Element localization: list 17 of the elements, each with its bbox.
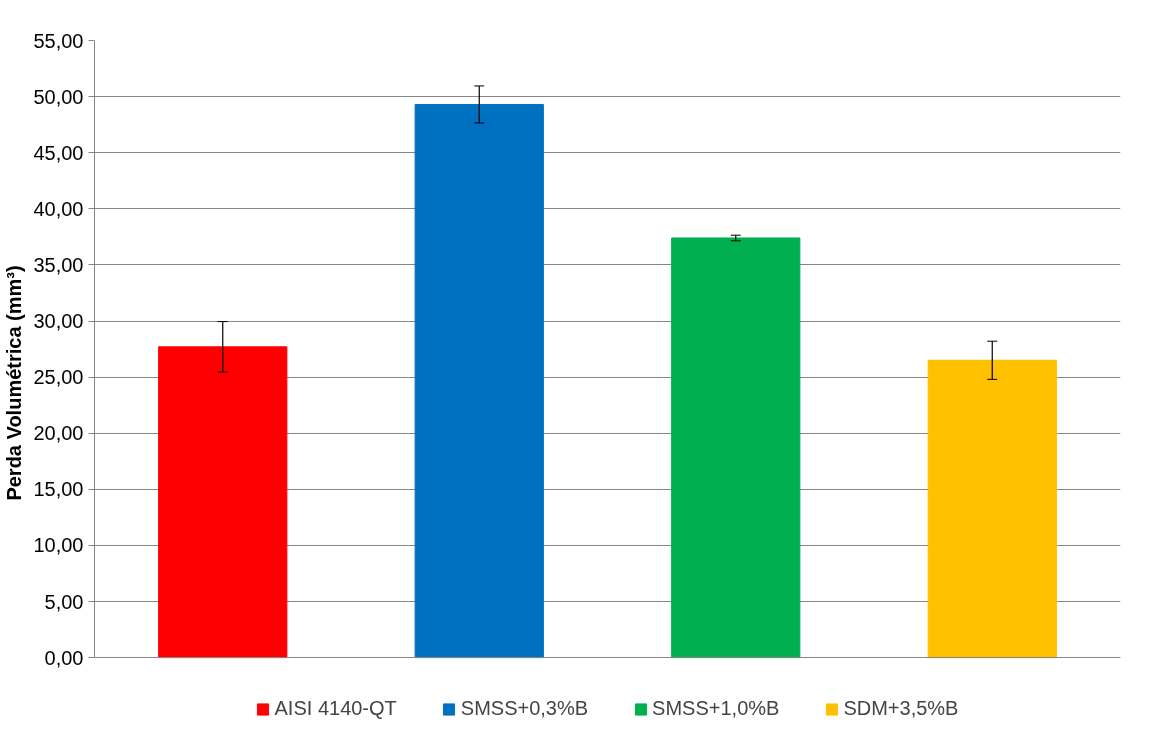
y-tick-label: 5,00 — [44, 590, 84, 613]
y-tick-label: 40,00 — [33, 197, 84, 220]
y-tick-label: 20,00 — [33, 422, 84, 445]
legend-label: AISI 4140-QT — [274, 697, 397, 720]
y-tick-label: 55,00 — [33, 29, 84, 52]
y-tick-label: 45,00 — [33, 141, 84, 164]
legend-label: SMSS+0,3%B — [460, 697, 589, 720]
y-tick-label: 0,00 — [44, 646, 84, 669]
y-tick-label: 25,00 — [33, 366, 84, 389]
legend-label: SMSS+1,0%B — [652, 697, 780, 720]
y-tick-label: 15,00 — [33, 478, 84, 501]
y-axis-title: Perda Volumétrica (mm³) — [3, 265, 26, 501]
legend-label: SDM+3,5%B — [843, 697, 959, 720]
y-tick-label: 35,00 — [33, 253, 84, 276]
y-tick-label: 50,00 — [33, 85, 84, 108]
y-tick-label: 10,00 — [33, 534, 84, 557]
y-tick-label: 30,00 — [33, 310, 84, 333]
